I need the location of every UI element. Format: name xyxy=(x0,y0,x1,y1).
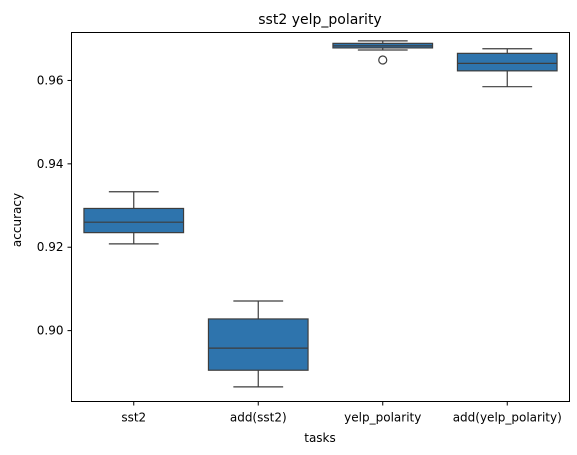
y-tick-label: 0.92 xyxy=(37,240,64,254)
box-group-1 xyxy=(83,191,185,245)
box xyxy=(456,52,558,72)
x-tick-label: yelp_polarity xyxy=(344,411,421,425)
x-tick-label: sst2 xyxy=(121,411,146,425)
y-tick-label: 0.90 xyxy=(37,324,64,338)
x-axis-label: tasks xyxy=(304,431,336,445)
y-tick-label: 0.94 xyxy=(37,157,64,171)
plot-area xyxy=(83,40,558,388)
box-group-4 xyxy=(456,48,558,88)
box xyxy=(207,318,309,371)
x-tick-label: add(sst2) xyxy=(230,411,287,425)
box-group-2 xyxy=(207,300,309,388)
box xyxy=(83,207,185,234)
box-group-3 xyxy=(332,40,434,65)
chart-title: sst2 yelp_polarity xyxy=(258,12,381,28)
outlier-point xyxy=(378,55,388,65)
plot-frame xyxy=(71,32,570,402)
y-axis-label: accuracy xyxy=(10,193,24,247)
y-tick-label: 0.96 xyxy=(37,73,64,87)
x-tick-label: add(yelp_polarity) xyxy=(453,411,562,425)
